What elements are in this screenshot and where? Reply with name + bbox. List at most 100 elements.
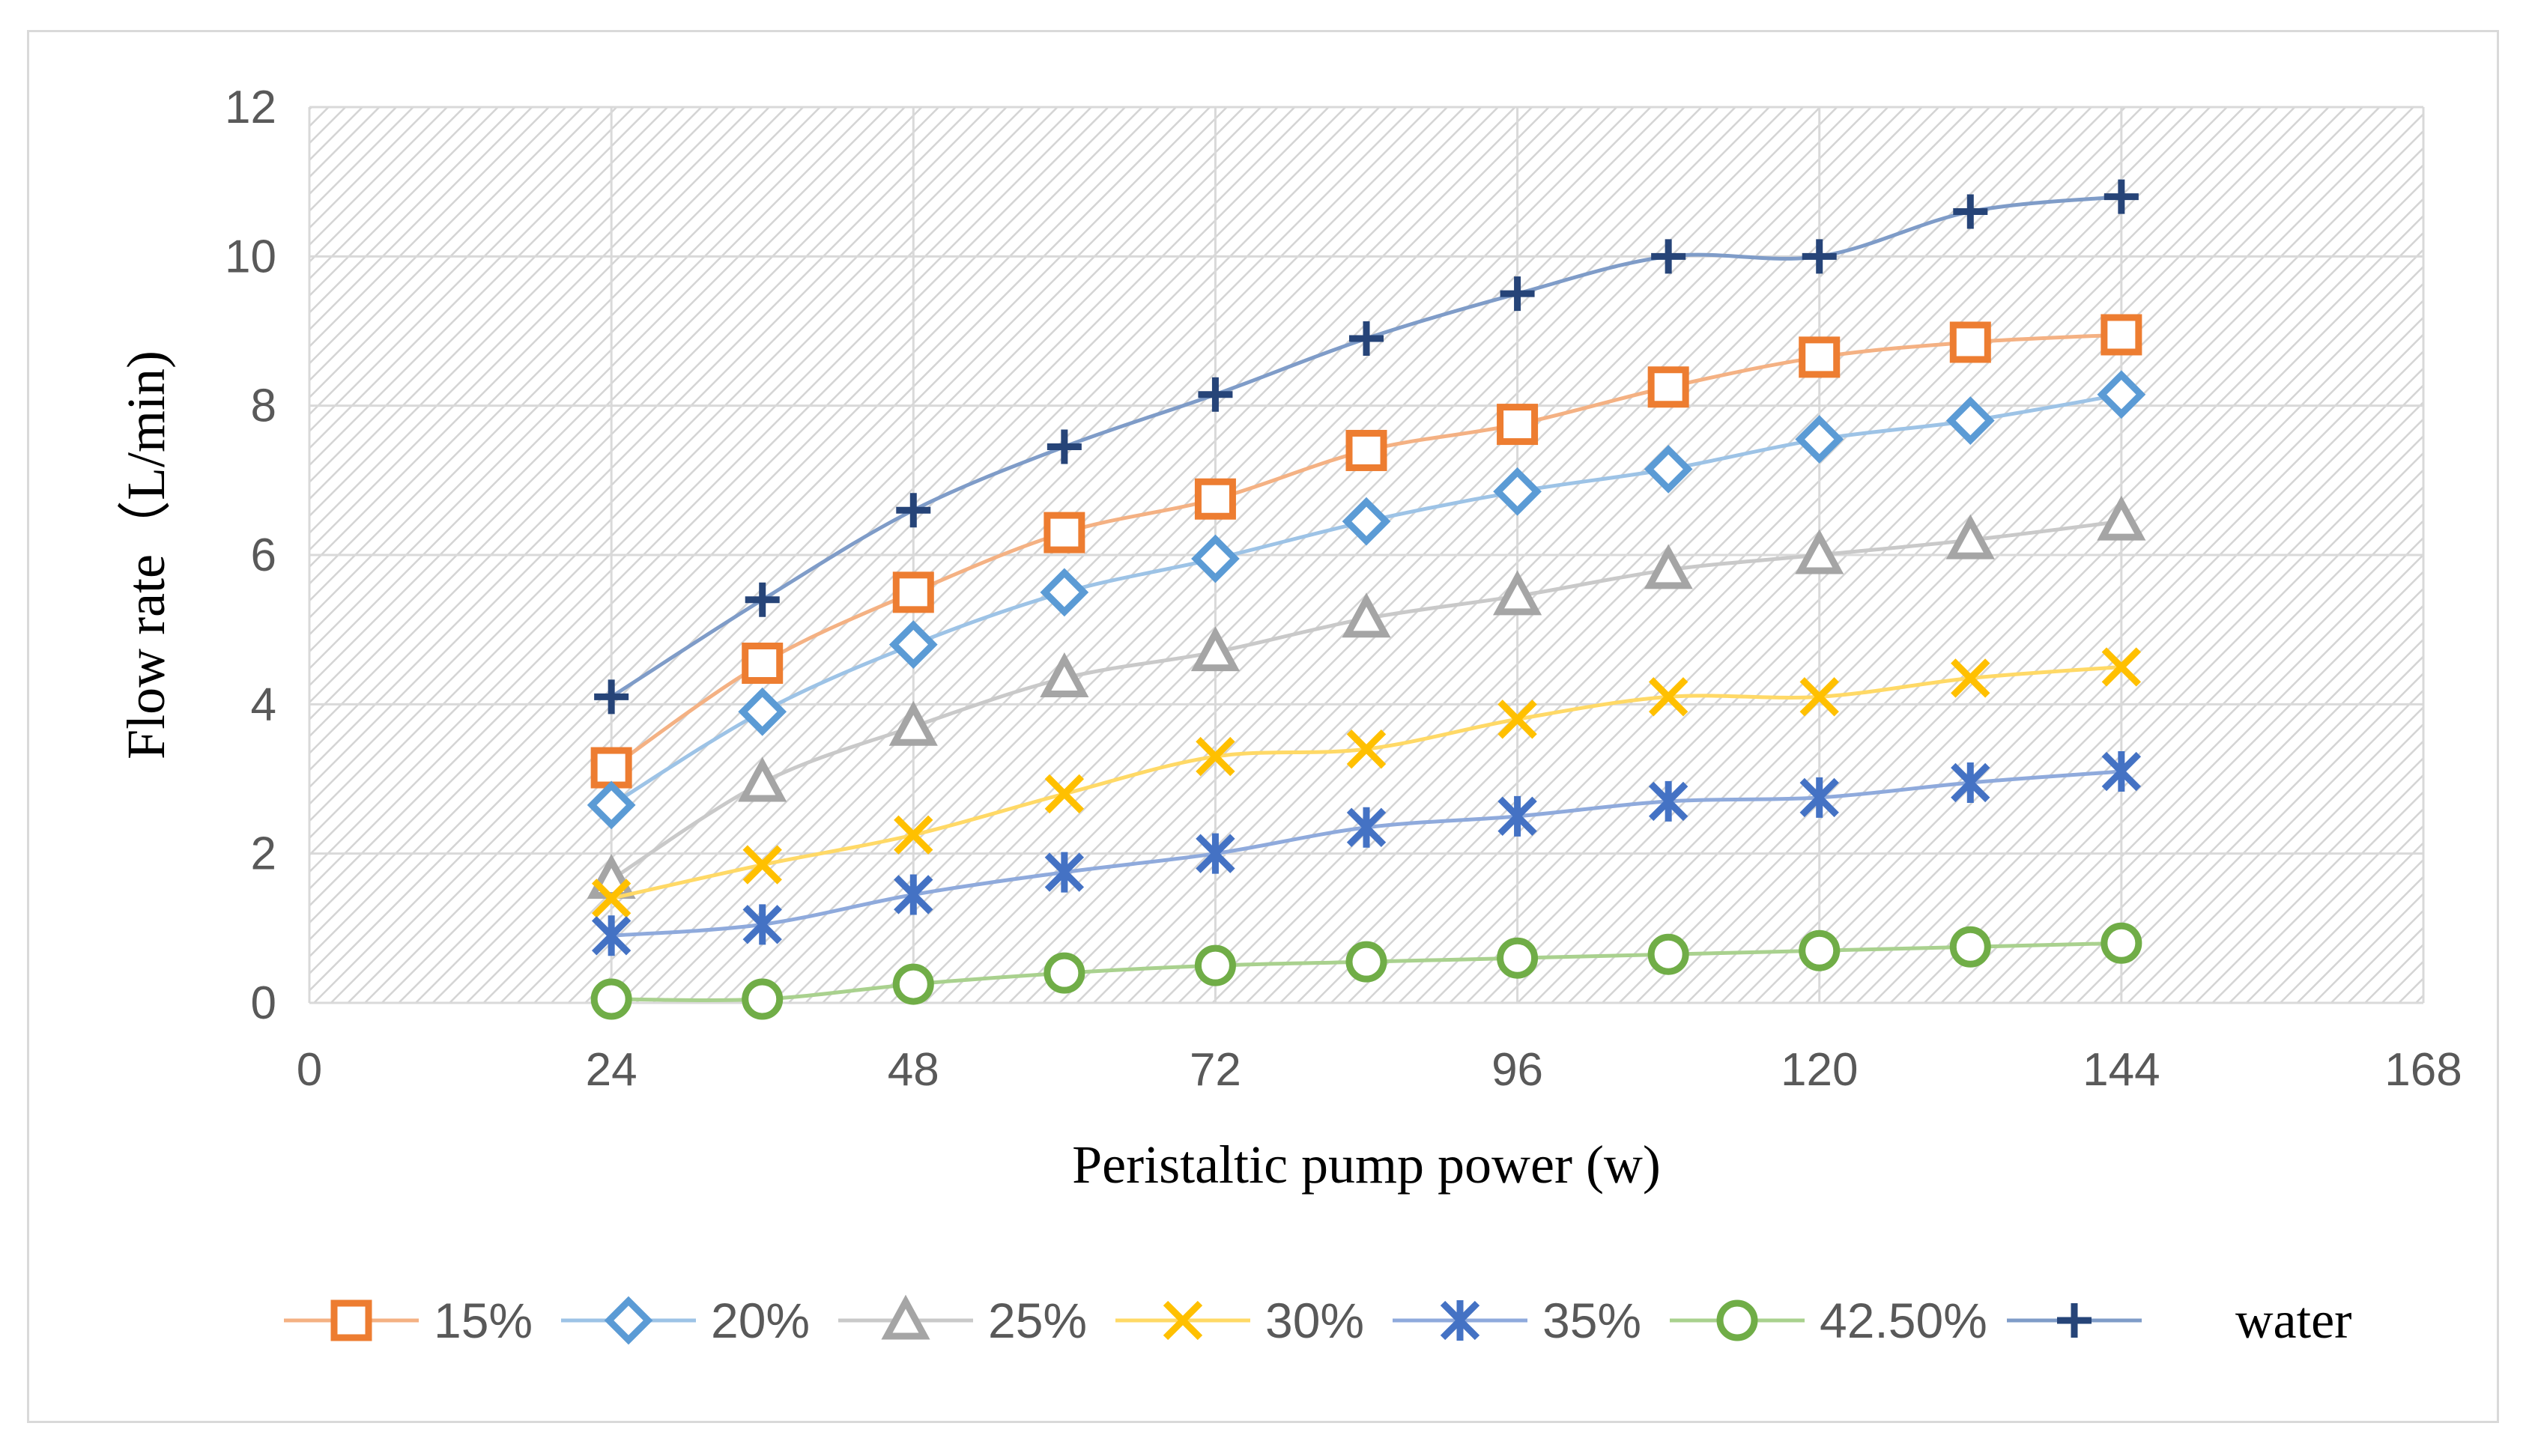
data-point-20 [738,687,787,736]
data-point-water [2104,179,2139,214]
data-point-25 [1493,570,1542,616]
y-tick-label: 6 [251,530,276,581]
data-point-15 [1799,336,1841,378]
data-point-water [1047,429,1082,464]
data-point-35 [2101,751,2142,792]
data-point-water [594,679,629,715]
data-point-20 [1191,534,1240,583]
data-point-water [1953,194,1988,229]
data-point-20 [1040,568,1089,617]
y-tick-label: 2 [251,828,276,880]
data-point-20 [1945,396,1995,445]
data-point-20 [2097,370,2146,419]
data-point-20 [888,620,938,669]
data-point-20 [587,780,636,830]
x-tick-label: 48 [888,1044,939,1096]
legend-item-20: 20% [561,1293,810,1348]
data-point-water [1500,276,1535,312]
data-point-30 [1346,729,1387,769]
legend-marker-15 [330,1299,372,1341]
data-point-25 [1342,592,1391,638]
data-point-25 [1040,652,1089,697]
series-4250 [590,922,2142,1020]
series-20 [587,370,2146,830]
legend-marker-30 [1163,1300,1203,1341]
x-tick-label: 144 [2083,1044,2160,1096]
series-35 [591,751,2142,956]
data-point-4250 [742,978,784,1020]
data-point-water [1651,239,1686,274]
data-point-35 [1044,852,1085,893]
series-30 [591,647,2142,918]
legend-item-15: 15% [284,1293,533,1348]
data-point-15 [1497,404,1539,446]
data-point-4250 [2101,922,2142,964]
data-point-35 [1951,762,1990,803]
series-15 [590,314,2142,789]
data-point-water [1198,377,1233,412]
data-point-35 [1648,780,1688,822]
data-point-30 [1799,677,1839,717]
data-point-20 [1493,467,1542,516]
data-point-15 [1949,321,1991,363]
data-point-35 [1799,777,1839,818]
data-point-4250 [1194,944,1236,986]
data-point-25 [1795,529,1844,574]
y-axis-title: Flow rate（L/min) [116,351,176,759]
legend-marker-water [2057,1303,2092,1338]
data-point-35 [1346,807,1387,848]
x-tick-label: 168 [2384,1044,2462,1096]
data-point-4250 [892,963,934,1005]
data-point-4250 [1647,933,1689,975]
data-point-30 [742,845,782,885]
x-tick-label: 24 [586,1044,637,1096]
data-point-30 [2101,647,2142,687]
x-tick-label: 0 [297,1044,322,1096]
legend-marker-35 [1440,1300,1480,1341]
data-point-30 [1648,677,1688,717]
series-water [594,179,2139,715]
legend-label: 20% [711,1293,810,1348]
y-tick-label: 0 [251,977,276,1029]
data-point-15 [742,643,784,685]
data-point-4250 [1949,926,1991,968]
legend-item-25: 25% [838,1293,1087,1348]
data-point-4250 [1044,952,1085,994]
data-point-water [1349,321,1384,356]
data-point-4250 [1345,941,1387,983]
series-layer [587,179,2146,1020]
data-point-15 [590,747,632,789]
legend-label: 30% [1265,1293,1364,1348]
data-point-15 [2101,314,2142,356]
data-point-25 [2097,495,2146,541]
data-point-35 [894,874,933,915]
data-point-30 [1497,700,1537,739]
legend-item-water: water [2007,1292,2351,1350]
data-point-30 [894,815,933,855]
data-point-35 [1196,833,1235,874]
data-point-35 [742,904,782,945]
data-point-20 [1795,415,1844,464]
legend-label: 42.50% [1820,1293,1987,1348]
x-tick-label: 72 [1190,1044,1241,1096]
data-point-30 [1951,658,1990,698]
data-point-25 [1644,544,1693,589]
data-point-25 [738,756,787,802]
data-point-25 [1945,514,1995,559]
x-tick-label: 120 [1781,1044,1858,1096]
data-point-35 [591,915,632,956]
data-point-15 [1044,512,1085,553]
data-point-4250 [1497,937,1539,979]
data-point-water [745,582,780,617]
legend-label: 25% [988,1293,1087,1348]
y-tick-label: 8 [251,380,276,432]
legend-label: 35% [1542,1293,1641,1348]
data-point-15 [892,571,934,613]
legend-marker-20 [604,1296,653,1345]
data-point-25 [888,700,938,746]
data-point-35 [1497,795,1537,837]
data-point-4250 [1799,929,1841,971]
legend-marker-4250 [1716,1299,1758,1341]
